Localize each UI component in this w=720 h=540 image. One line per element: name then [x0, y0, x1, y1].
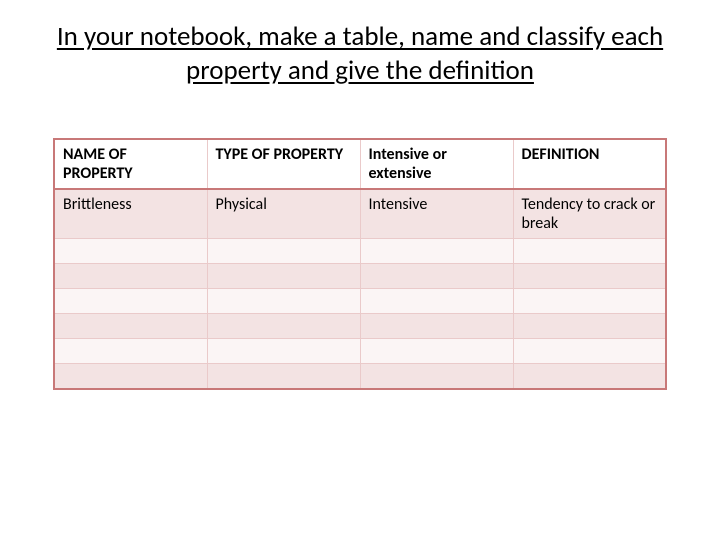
table-row: Brittleness Physical Intensive Tendency … — [54, 189, 666, 239]
cell-def — [513, 264, 666, 289]
properties-table: NAME OF PROPERTY TYPE OF PROPERTY Intens… — [53, 138, 667, 390]
cell-type — [207, 264, 360, 289]
table-header-row: NAME OF PROPERTY TYPE OF PROPERTY Intens… — [54, 139, 666, 189]
table-row — [54, 314, 666, 339]
cell-type — [207, 364, 360, 389]
cell-type — [207, 289, 360, 314]
table-row — [54, 239, 666, 264]
cell-intext — [360, 364, 513, 389]
cell-intext: Intensive — [360, 189, 513, 239]
cell-def — [513, 314, 666, 339]
cell-def — [513, 339, 666, 364]
cell-intext — [360, 314, 513, 339]
cell-type — [207, 339, 360, 364]
table-row — [54, 364, 666, 389]
cell-type: Physical — [207, 189, 360, 239]
cell-name — [54, 314, 207, 339]
cell-def — [513, 364, 666, 389]
col-header-intext: Intensive or extensive — [360, 139, 513, 189]
cell-def — [513, 239, 666, 264]
cell-name — [54, 239, 207, 264]
page-title: In your notebook, make a table, name and… — [40, 20, 680, 88]
table-row — [54, 264, 666, 289]
table-row — [54, 339, 666, 364]
cell-name — [54, 339, 207, 364]
cell-def — [513, 289, 666, 314]
table-row — [54, 289, 666, 314]
cell-type — [207, 314, 360, 339]
cell-intext — [360, 239, 513, 264]
cell-def: Tendency to crack or break — [513, 189, 666, 239]
col-header-type: TYPE OF PROPERTY — [207, 139, 360, 189]
cell-intext — [360, 264, 513, 289]
col-header-def: DEFINITION — [513, 139, 666, 189]
cell-name: Brittleness — [54, 189, 207, 239]
cell-intext — [360, 289, 513, 314]
cell-name — [54, 289, 207, 314]
col-header-name: NAME OF PROPERTY — [54, 139, 207, 189]
slide: In your notebook, make a table, name and… — [0, 0, 720, 540]
cell-name — [54, 264, 207, 289]
cell-type — [207, 239, 360, 264]
cell-name — [54, 364, 207, 389]
cell-intext — [360, 339, 513, 364]
